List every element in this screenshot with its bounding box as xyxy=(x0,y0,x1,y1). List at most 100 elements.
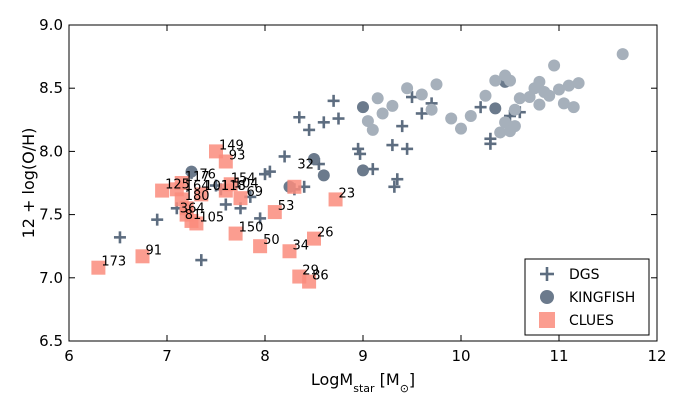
y-tick-label-0: 6.5 xyxy=(39,332,63,350)
point-dgs-36 xyxy=(254,212,267,225)
point-clues-9 xyxy=(189,216,204,231)
point-kingfish-faded-24 xyxy=(548,59,561,72)
point-clues-22 xyxy=(302,274,317,289)
x-tick-label-4: 10 xyxy=(451,347,470,365)
point-dgs-19 xyxy=(332,112,345,125)
y-tick-label-5: 9.0 xyxy=(39,16,63,34)
point-kingfish-faded-7 xyxy=(425,103,438,116)
legend-marker-clues xyxy=(539,312,555,328)
point-label-26: 26 xyxy=(317,226,334,241)
point-label-149: 149 xyxy=(219,138,244,153)
legend-marker-dgs xyxy=(540,267,554,281)
point-kingfish-2 xyxy=(308,152,320,165)
point-dgs-21 xyxy=(354,147,367,160)
point-dgs-4 xyxy=(195,254,208,267)
point-label-154: 154 xyxy=(231,171,256,186)
point-dgs-25 xyxy=(391,173,404,186)
point-clues-10 xyxy=(194,187,209,202)
point-dgs-28 xyxy=(406,91,418,104)
point-kingfish-faded-17 xyxy=(508,103,521,116)
point-label-101: 101 xyxy=(204,179,229,194)
point-dgs-11 xyxy=(278,150,291,163)
point-dgs-29 xyxy=(415,107,428,120)
point-dgs-24 xyxy=(388,180,401,193)
point-label-164: 164 xyxy=(185,179,210,194)
x-tick-label-0: 6 xyxy=(64,347,74,365)
x-axis-label-unit: [M xyxy=(375,370,400,389)
point-label-81: 81 xyxy=(185,208,202,223)
point-kingfish-faded-5 xyxy=(401,82,414,95)
point-clues-15 xyxy=(228,226,243,241)
point-dgs-6 xyxy=(219,198,232,211)
point-label-125: 125 xyxy=(165,178,190,193)
point-kingfish-faded-11 xyxy=(464,110,477,123)
point-clues-2 xyxy=(155,183,170,198)
point-clues-20 xyxy=(287,179,302,194)
point-kingfish-faded-0 xyxy=(361,115,374,128)
point-dgs-0 xyxy=(113,231,126,244)
point-dgs-10 xyxy=(263,165,276,178)
point-kingfish-faded-1 xyxy=(366,123,379,136)
legend-marker-kingfish xyxy=(540,290,554,304)
point-label-69: 69 xyxy=(246,185,263,200)
point-clues-17 xyxy=(253,239,268,254)
x-axis-label-sub: star xyxy=(353,382,375,395)
point-label-50: 50 xyxy=(263,233,280,248)
point-kingfish-faded-16 xyxy=(504,74,516,87)
point-clues-24 xyxy=(328,192,343,207)
point-dgs-1 xyxy=(151,213,164,226)
point-clues-16 xyxy=(233,191,248,206)
point-label-364: 364 xyxy=(180,202,205,217)
point-clues-4 xyxy=(174,176,189,190)
point-label-150: 150 xyxy=(239,221,264,236)
point-clues-23 xyxy=(307,231,321,246)
point-kingfish-faded-27 xyxy=(562,79,575,92)
axes: 6 7 8 9 10 11 12 6.5 7.0 7.5 8.0 8.5 9.0 LogMstar [M⊙… xyxy=(19,16,667,395)
point-label-91: 91 xyxy=(146,243,163,258)
x-tick-label-1: 7 xyxy=(162,347,172,365)
point-kingfish-faded-31 xyxy=(499,116,512,129)
y-axis-label: 12 + log(O/H) xyxy=(19,128,38,239)
point-kingfish-faded-18 xyxy=(513,92,526,105)
point-label-53: 53 xyxy=(278,199,295,214)
point-kingfish-faded-23 xyxy=(543,89,556,102)
point-clues-0 xyxy=(91,260,106,275)
point-clues-14 xyxy=(223,177,238,192)
point-kingfish-faded-10 xyxy=(455,122,467,135)
point-label-117: 117 xyxy=(185,170,210,185)
point-dgs-16 xyxy=(303,123,316,136)
point-label-105: 105 xyxy=(199,210,224,225)
point-kingfish-faded-28 xyxy=(567,101,580,114)
legend-label-clues: CLUES xyxy=(569,313,614,329)
point-kingfish-faded-19 xyxy=(523,91,536,104)
legend: DGS KINGFISH CLUES xyxy=(524,258,650,336)
point-kingfish-faded-33 xyxy=(508,120,521,133)
point-kingfish-faded-4 xyxy=(386,99,399,112)
point-dgs-17 xyxy=(317,116,330,129)
point-kingfish-faded-9 xyxy=(445,112,458,125)
point-kingfish-faded-2 xyxy=(371,92,384,105)
point-dgs-33 xyxy=(484,132,497,145)
point-label-173: 173 xyxy=(101,255,126,270)
point-kingfish-faded-13 xyxy=(489,74,502,87)
x-axis-label: LogMstar [M⊙] xyxy=(311,370,415,395)
point-label-104: 104 xyxy=(234,176,259,191)
point-label-93: 93 xyxy=(229,149,246,164)
point-label-23: 23 xyxy=(339,186,356,201)
x-tick-label-2: 8 xyxy=(260,347,270,365)
point-kingfish-faded-34 xyxy=(533,75,546,88)
point-kingfish-0 xyxy=(185,165,198,178)
point-dgs-18 xyxy=(327,94,340,107)
point-label-34: 34 xyxy=(293,238,310,253)
x-tick-label-6: 12 xyxy=(647,347,666,365)
point-kingfish-faded-3 xyxy=(376,107,389,120)
point-dgs-31 xyxy=(474,101,487,114)
point-label-29: 29 xyxy=(302,264,319,279)
point-dgs-26 xyxy=(396,120,409,133)
legend-label-kingfish: KINGFISH xyxy=(569,290,635,306)
point-label-86: 86 xyxy=(312,269,329,284)
x-axis-label-main: LogM xyxy=(311,370,353,389)
point-label-180: 180 xyxy=(185,189,210,204)
y-tick-label-2: 7.5 xyxy=(39,206,63,224)
